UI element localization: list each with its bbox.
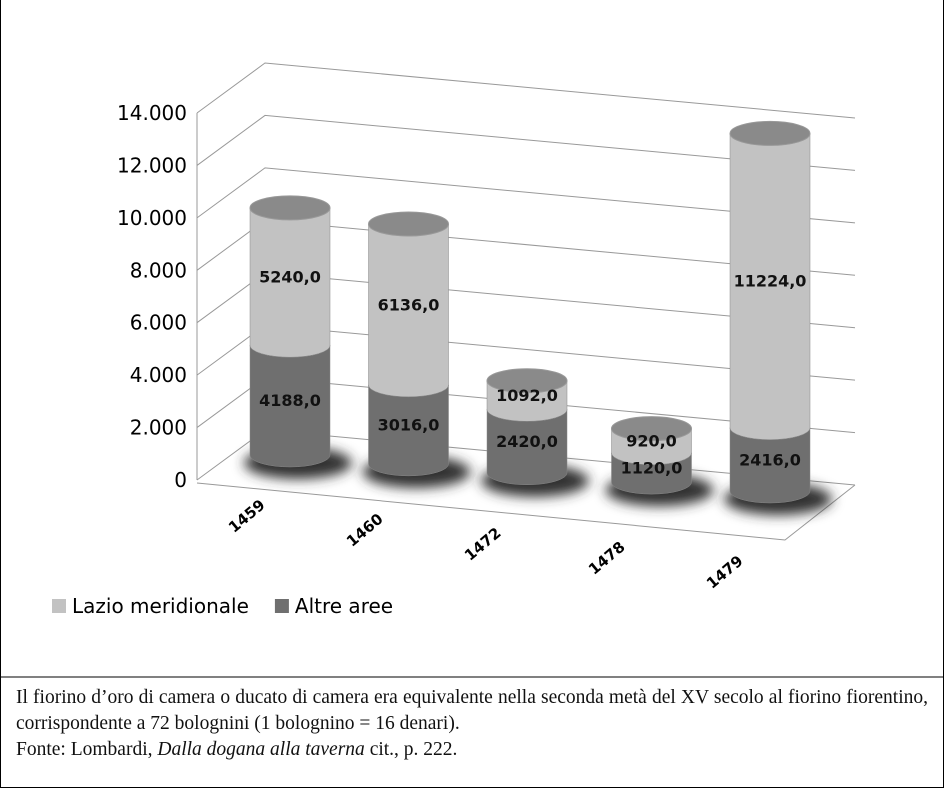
- value-label: 2416,0: [739, 450, 801, 469]
- source-title: Dalla dogana alla taverna: [157, 739, 365, 760]
- source-suffix: cit., p. 222.: [364, 739, 458, 760]
- value-label: 920,0: [626, 432, 677, 451]
- value-label: 2420,0: [496, 432, 558, 451]
- cylinder-top: [249, 195, 331, 221]
- y-tick-label: 6.000: [130, 311, 187, 335]
- cylinder-top: [368, 211, 449, 237]
- y-tick-label: 4.000: [130, 363, 187, 387]
- legend-swatch: [52, 599, 66, 613]
- value-label: 4188,0: [259, 391, 321, 410]
- floor: [196, 482, 856, 541]
- legend-label: Altre aree: [295, 594, 393, 618]
- cylinder-top: [611, 416, 692, 442]
- x-tick-label: 1478: [585, 538, 629, 579]
- y-tick-label: 10.000: [117, 206, 187, 230]
- note: Il fiorino d’oro di camera o ducato di c…: [16, 685, 928, 763]
- y-tick-label: 12.000: [117, 153, 187, 177]
- value-label: 1120,0: [621, 458, 683, 477]
- x-tick-label: 1479: [703, 552, 747, 593]
- y-tick-label: 2.000: [130, 416, 187, 440]
- chart: 0 2.000 4.000 6.000 8.000 10.000 12.000 14.000 4…: [0, 62, 944, 678]
- value-label: 5240,0: [259, 268, 321, 287]
- y-tick-label: 14.000: [117, 101, 187, 125]
- note-text: Il fiorino d’oro di camera o ducato di c…: [16, 687, 928, 734]
- value-label: 3016,0: [378, 415, 440, 434]
- y-tick-label: 0: [174, 468, 187, 492]
- value-label: 6136,0: [378, 295, 440, 314]
- cylinder-top: [486, 368, 568, 394]
- source: Fonte: Lombardi,: [16, 739, 158, 760]
- x-tick-label: 1459: [225, 496, 269, 537]
- value-label: 11224,0: [734, 272, 807, 291]
- grid-line: [196, 167, 856, 224]
- grid-line: [196, 62, 856, 119]
- x-tick-label: 1472: [461, 524, 505, 565]
- y-tick-label: 8.000: [130, 258, 187, 282]
- cylinder-top: [729, 120, 811, 146]
- legend-label: Lazio meridionale: [72, 594, 249, 618]
- x-tick-label: 1460: [343, 510, 387, 551]
- value-label: 1092,0: [496, 386, 558, 405]
- grid-line: [196, 114, 856, 171]
- legend-swatch: [274, 599, 289, 613]
